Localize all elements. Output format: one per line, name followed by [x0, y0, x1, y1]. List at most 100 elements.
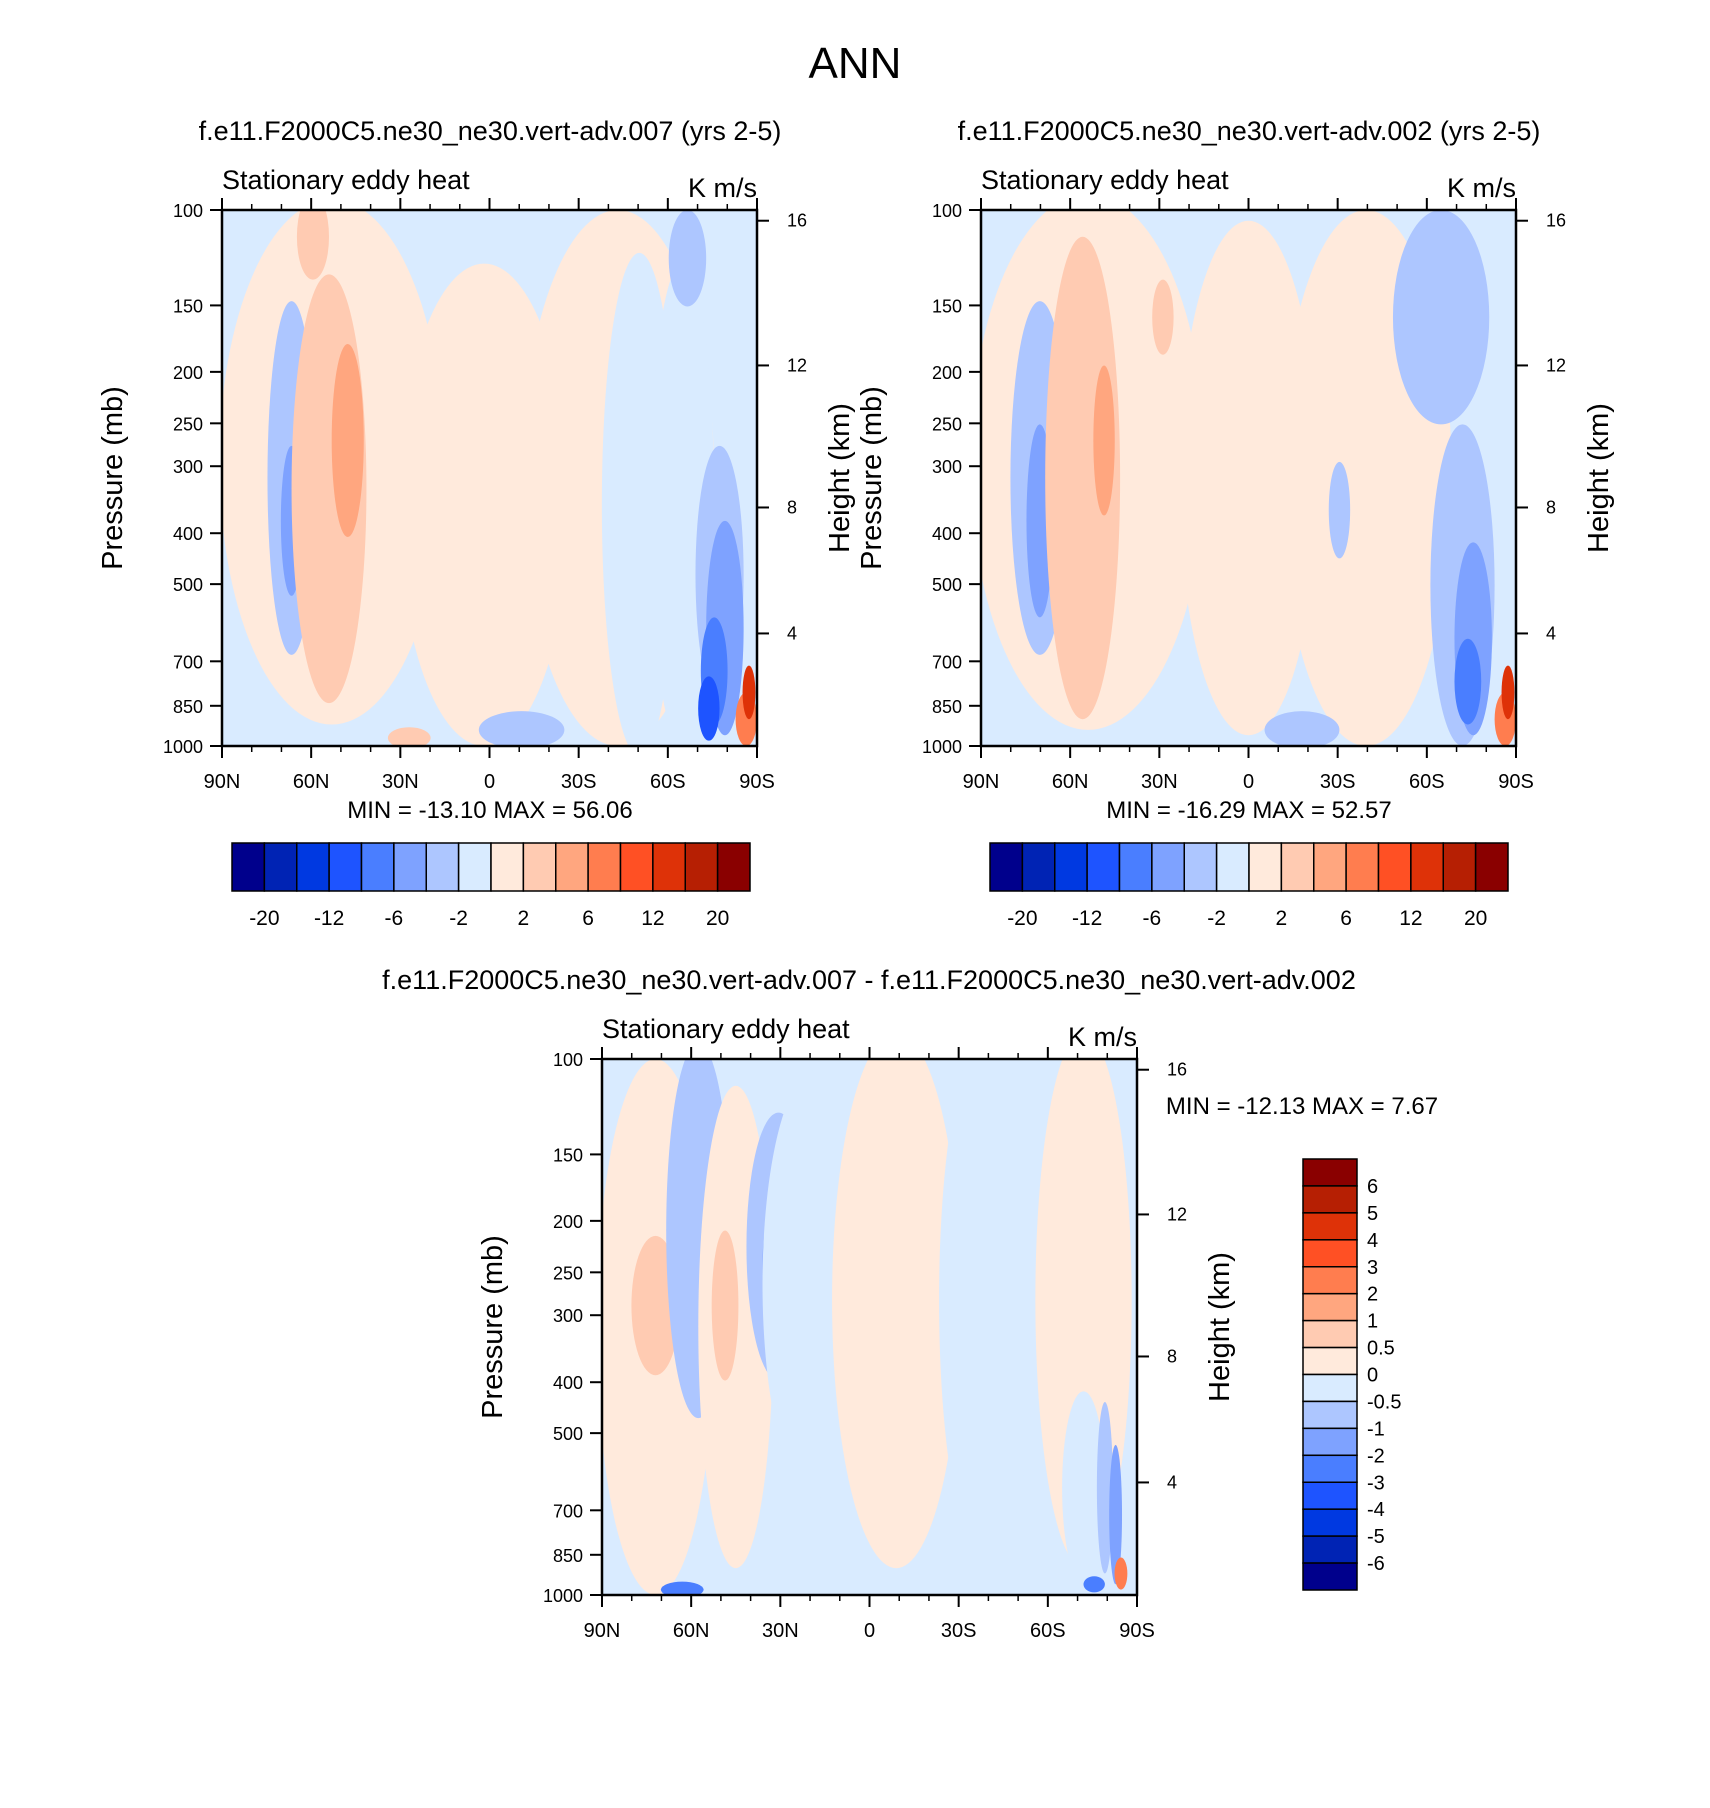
colorbar-box: [1474, 842, 1509, 892]
x-tick-label: 90S: [1498, 771, 1534, 793]
colorbar-label: 4: [1367, 1230, 1378, 1252]
plot-right-label: K m/s: [688, 173, 757, 203]
contour-region: [1083, 1576, 1105, 1593]
colorbar-box: [619, 842, 654, 892]
y-tick-label: 850: [932, 697, 962, 717]
y-tick-label: 300: [553, 1306, 583, 1326]
y2-axis-label: Height (km): [824, 403, 856, 553]
contour-region: [478, 711, 565, 746]
contour-region: [296, 210, 329, 280]
colorbar-label: 2: [1367, 1284, 1378, 1306]
contour-region: [1152, 279, 1174, 355]
colorbar-box: [522, 842, 557, 892]
y-tick-label: 100: [173, 201, 203, 221]
colorbar-box: [1302, 1266, 1358, 1295]
colorbar-label: 20: [706, 907, 729, 930]
y-tick-label: 1000: [922, 737, 962, 757]
y-tick-label: 850: [173, 697, 203, 717]
colorbar-box: [296, 842, 330, 892]
colorbar-box: [490, 842, 525, 892]
y2-axis-label: Height (km): [1583, 403, 1615, 553]
colorbar-box: [1086, 842, 1121, 892]
y-tick-label: 150: [553, 1145, 583, 1165]
x-tick-label: 30S: [561, 771, 597, 793]
y-axis-label: Pressure (mb): [97, 386, 129, 570]
colorbar-box: [1248, 842, 1283, 892]
contour-region: [742, 665, 756, 720]
x-tick-label: 60N: [293, 771, 330, 793]
contour-field: [981, 210, 1516, 746]
colorbar: -20 -12 -6 -2 2 6 12 20: [989, 842, 1509, 930]
contour-region: [1454, 638, 1482, 725]
y-tick-label: 300: [173, 457, 203, 477]
colorbar-label: -12: [1072, 907, 1102, 930]
contour-region: [1062, 1391, 1105, 1585]
colorbar-label: -2: [1367, 1445, 1385, 1467]
colorbar-box: [1302, 1346, 1358, 1376]
min-max-label: MIN = -13.10 MAX = 56.06: [347, 797, 632, 824]
panel-title: f.e11.F2000C5.ne30_ne30.vert-adv.002 (yr…: [958, 116, 1541, 146]
contour-region: [1096, 1402, 1113, 1574]
x-tick-label: 0: [484, 771, 495, 793]
colorbar-label: -6: [385, 907, 404, 930]
x-tick-label: 90S: [739, 771, 775, 793]
colorbar-box: [684, 842, 719, 892]
contour-region: [698, 676, 720, 741]
y-tick-label: 500: [553, 1424, 583, 1444]
y-tick-label: 400: [932, 524, 962, 544]
colorbar-label: 5: [1367, 1203, 1378, 1225]
colorbar-label: -20: [249, 907, 279, 930]
colorbar-box: [1313, 842, 1347, 892]
colorbar-label: 2: [518, 907, 530, 930]
colorbar-box: [1345, 842, 1380, 892]
y2-tick-label: 4: [787, 623, 797, 643]
y-tick-label: 400: [173, 524, 203, 544]
colorbar-box: [1151, 842, 1185, 892]
figure-title: ANN: [809, 39, 902, 88]
panel-1: f.e11.F2000C5.ne30_ne30.vert-adv.007 (yr…: [97, 116, 856, 930]
colorbar-box: [555, 842, 589, 892]
contour-region: [1114, 1557, 1128, 1590]
colorbar-box: [1302, 1481, 1358, 1510]
contour-region: [1178, 220, 1319, 736]
y-tick-label: 100: [553, 1050, 583, 1070]
contour-region: [660, 1581, 704, 1595]
y-tick-label: 500: [173, 575, 203, 595]
colorbar-label: 6: [1367, 1176, 1378, 1198]
colorbar-box: [1302, 1508, 1358, 1537]
colorbar-label: -6: [1143, 907, 1162, 930]
y-axis-label: Pressure (mb): [856, 386, 888, 570]
colorbar: -20 -12 -6 -2 2 6 12 20: [231, 842, 751, 930]
colorbar-label: -1: [1367, 1418, 1385, 1440]
contour-field: [602, 1059, 1137, 1595]
y2-tick-label: 4: [1167, 1472, 1177, 1492]
y-tick-label: 700: [173, 652, 203, 672]
contour-region: [1093, 365, 1115, 516]
colorbar-label: -2: [1207, 907, 1226, 930]
min-max-label: MIN = -16.29 MAX = 52.57: [1106, 797, 1391, 824]
colorbar-box: [1302, 1454, 1358, 1483]
colorbar-label: -3: [1367, 1472, 1385, 1494]
plot-left-label: Stationary eddy heat: [981, 165, 1229, 195]
panel-2: f.e11.F2000C5.ne30_ne30.vert-adv.002 (yr…: [856, 116, 1615, 930]
colorbar-box: [1118, 842, 1153, 892]
y-tick-label: 250: [553, 1263, 583, 1283]
y2-tick-label: 16: [1546, 211, 1566, 231]
colorbar-label: -6: [1367, 1553, 1385, 1575]
y2-tick-label: 12: [1167, 1204, 1187, 1224]
colorbar-box: [1183, 842, 1218, 892]
x-tick-label: 60S: [1030, 1620, 1066, 1642]
y-tick-label: 150: [932, 296, 962, 316]
panel-title: f.e11.F2000C5.ne30_ne30.vert-adv.007 - f…: [382, 965, 1356, 995]
x-tick-label: 60N: [673, 1620, 710, 1642]
colorbar-box: [1410, 842, 1444, 892]
colorbar-box: [1302, 1185, 1358, 1214]
contour-region: [1045, 236, 1121, 720]
colorbar-box: [716, 842, 751, 892]
colorbar-box: [1302, 1319, 1358, 1349]
contour-region: [398, 263, 570, 746]
y-tick-label: 700: [553, 1501, 583, 1521]
panel-3: f.e11.F2000C5.ne30_ne30.vert-adv.007 - f…: [382, 965, 1438, 1642]
colorbar-box: [1302, 1400, 1358, 1430]
